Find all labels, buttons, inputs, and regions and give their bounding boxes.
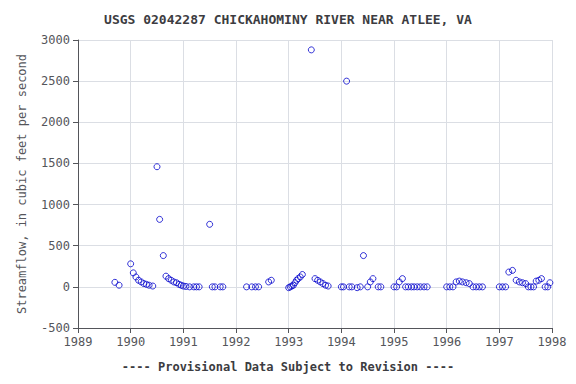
svg-text:2500: 2500 [41, 74, 70, 88]
svg-text:1500: 1500 [41, 156, 70, 170]
svg-text:1991: 1991 [169, 335, 198, 349]
svg-text:1993: 1993 [274, 335, 303, 349]
svg-text:1989: 1989 [64, 335, 93, 349]
svg-text:1000: 1000 [41, 198, 70, 212]
svg-text:1997: 1997 [485, 335, 514, 349]
svg-text:1998: 1998 [538, 335, 567, 349]
svg-text:-500: -500 [41, 321, 70, 335]
svg-text:3000: 3000 [41, 33, 70, 47]
svg-text:USGS 02042287 CHICKAHOMINY RIV: USGS 02042287 CHICKAHOMINY RIVER NEAR AT… [104, 12, 472, 27]
svg-text:---- Provisional Data Subject: ---- Provisional Data Subject to Revisio… [122, 360, 454, 374]
svg-text:500: 500 [48, 239, 70, 253]
svg-text:1990: 1990 [116, 335, 145, 349]
svg-text:Streamflow, in cubic feet per: Streamflow, in cubic feet per second [15, 54, 29, 314]
svg-text:1994: 1994 [327, 335, 356, 349]
svg-text:2000: 2000 [41, 115, 70, 129]
svg-text:1992: 1992 [222, 335, 251, 349]
svg-text:0: 0 [63, 280, 70, 294]
svg-text:1996: 1996 [432, 335, 461, 349]
svg-text:1995: 1995 [380, 335, 409, 349]
